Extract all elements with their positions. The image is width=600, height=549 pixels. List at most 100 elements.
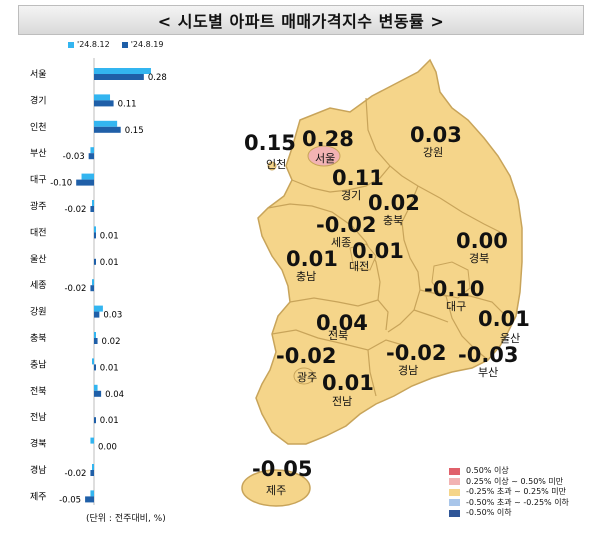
bar-value-label: 0.15 xyxy=(125,126,144,136)
gyeongnam-name: 경남 xyxy=(398,364,418,377)
bar-value-label: 0.04 xyxy=(105,390,124,400)
sejong-value: -0.02 xyxy=(316,213,377,237)
daejeon-value: 0.01 xyxy=(352,239,404,263)
bar-rows: 서울 0.28 경기 0.11 인천 0.15 부산 -0.03 대구 -0.10 광주 -0.02 대… xyxy=(30,68,167,505)
jeonnam-value: 0.01 xyxy=(322,371,374,395)
busan-value: -0.03 xyxy=(458,343,519,367)
bar-week2 xyxy=(94,258,96,265)
bar-value-label: 0.01 xyxy=(100,231,119,241)
map-legend-row: 0.50% 이상 xyxy=(449,466,569,477)
bar-week2 xyxy=(94,100,114,107)
legend-swatch-week1 xyxy=(68,41,74,48)
gwangju-value: -0.02 xyxy=(276,344,337,368)
bar-category-label: 울산 xyxy=(30,254,47,265)
bar-week1 xyxy=(90,490,94,497)
sejong-name: 세종 xyxy=(331,236,351,249)
bar-week2 xyxy=(94,338,98,344)
bar-week1 xyxy=(92,279,94,286)
bar-category-label: 경기 xyxy=(30,94,47,106)
bar-week1 xyxy=(94,120,118,127)
gyeongbuk-name: 경북 xyxy=(469,252,489,265)
bar-value-label: 0.11 xyxy=(118,99,137,109)
seoul-value: 0.28 xyxy=(302,127,354,151)
daejeon-region xyxy=(349,243,377,271)
daegu-name: 대구 xyxy=(446,300,466,313)
map-legend-swatch xyxy=(449,488,460,496)
bar-category-label: 강원 xyxy=(30,307,47,318)
busan-name: 부산 xyxy=(478,366,498,379)
bar-week2 xyxy=(94,126,121,133)
bar-legend: '24.8.12 '24.8.19 xyxy=(68,40,163,49)
bar-value-label: 0.01 xyxy=(100,258,119,268)
bar-value-label: 0.28 xyxy=(148,73,167,83)
bar-week1 xyxy=(94,305,103,312)
bar-week1 xyxy=(92,200,94,206)
bar-category-label: 세종 xyxy=(30,280,47,291)
map-legend-label: 0.25% 이상 ~ 0.50% 미만 xyxy=(466,476,564,486)
bar-week1 xyxy=(94,94,111,101)
map-legend: 0.50% 이상 0.25% 이상 ~ 0.50% 미만 -0.25% 초과 ~… xyxy=(449,466,569,519)
bar-week1 xyxy=(92,464,94,470)
bar-week2 xyxy=(85,496,94,503)
bar-category-label: 인천 xyxy=(30,122,47,133)
bar-week2 xyxy=(90,206,94,212)
bar-category-label: 충남 xyxy=(30,359,47,370)
map-legend-swatch xyxy=(449,478,460,486)
bar-week2 xyxy=(94,311,100,318)
gangwon-name: 강원 xyxy=(423,146,443,159)
bar-value-label: -0.05 xyxy=(59,495,81,505)
map-legend-label: -0.50% 초과 ~ -0.25% 이하 xyxy=(466,497,569,507)
bar-category-label: 충북 xyxy=(30,333,47,344)
chungbuk-name: 충북 xyxy=(383,214,403,227)
bar-value-label: -0.02 xyxy=(64,205,86,215)
bar-week2 xyxy=(90,470,94,476)
bar-week1 xyxy=(81,173,94,180)
bar-value-label: -0.10 xyxy=(50,179,72,189)
gyeongbuk-value: 0.00 xyxy=(456,229,508,253)
bar-week2 xyxy=(94,232,96,239)
jeju-island xyxy=(241,469,311,507)
bar-category-label: 광주 xyxy=(30,200,47,212)
map-legend-swatch xyxy=(449,509,460,517)
bar-week2 xyxy=(88,153,94,160)
map-legend-swatch xyxy=(449,499,460,507)
bar-category-label: 제주 xyxy=(30,491,47,502)
bar-week1 xyxy=(94,226,96,233)
legend-item-week2: '24.8.19 xyxy=(121,40,164,49)
bar-category-label: 서울 xyxy=(30,69,47,80)
daejeon-name: 대전 xyxy=(349,260,369,273)
jeonbuk-name: 전북 xyxy=(328,329,348,342)
bar-category-label: 경북 xyxy=(30,438,47,450)
map-legend-label: -0.25% 초과 ~ 0.25% 미만 xyxy=(466,487,567,497)
gyeongnam-value: -0.02 xyxy=(386,341,447,365)
bar-week1 xyxy=(90,147,94,154)
bar-week1 xyxy=(92,358,94,365)
bar-category-label: 전남 xyxy=(30,412,47,423)
gyeonggi-value: 0.11 xyxy=(332,166,384,190)
map-legend-label: 0.50% 이상 xyxy=(466,466,509,476)
bar-category-label: 경남 xyxy=(30,464,47,476)
seoul-region xyxy=(307,145,341,167)
bar-week2 xyxy=(94,390,102,397)
seoul-name: 서울 xyxy=(315,152,335,165)
daegu-region xyxy=(431,261,471,299)
bar-week1 xyxy=(90,437,94,444)
bar-category-label: 전북 xyxy=(30,386,47,397)
ulsan-name: 울산 xyxy=(500,332,520,345)
jeonbuk-value: 0.04 xyxy=(316,311,368,335)
bar-week2 xyxy=(76,179,94,186)
incheon-island xyxy=(267,161,277,171)
chart-title: < 시도별 아파트 매매가격지수 변동률 > xyxy=(18,5,584,35)
map-legend-label: -0.50% 이하 xyxy=(466,508,512,518)
legend-label-week2: '24.8.19 xyxy=(130,40,164,49)
bar-value-label: -0.02 xyxy=(64,469,86,479)
bar-category-label: 부산 xyxy=(30,148,47,159)
incheon-name: 인천 xyxy=(266,157,286,171)
jeju-value: -0.05 xyxy=(252,457,313,481)
map-legend-row: -0.50% 초과 ~ -0.25% 이하 xyxy=(449,498,569,509)
daegu-value: -0.10 xyxy=(424,277,485,301)
bar-week1 xyxy=(94,332,96,338)
bar-value-label: 0.03 xyxy=(103,311,122,321)
bar-week1 xyxy=(94,68,151,74)
